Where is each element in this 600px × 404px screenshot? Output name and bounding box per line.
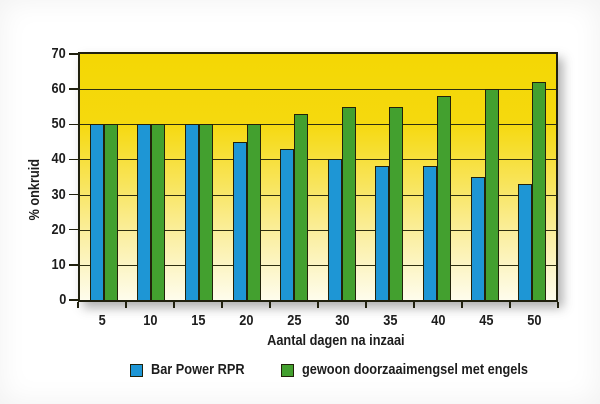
y-tick-label-30: 30 (51, 185, 66, 203)
bar-series1-day15 (198, 124, 213, 300)
y-axis-title-text: % onkruid (26, 159, 43, 221)
bar-series1-day45 (484, 89, 499, 300)
bar-group-10 (128, 54, 176, 300)
x-tick-0 (77, 302, 79, 308)
x-tick-8 (461, 302, 463, 308)
gridline-20 (80, 229, 556, 231)
gridline-40 (80, 159, 556, 161)
y-tick-0 (69, 299, 78, 301)
bar-series0-day30 (327, 159, 342, 300)
bar-series1-day35 (389, 106, 404, 300)
bar-series1-day5 (103, 124, 118, 300)
x-tick-label-20: 20 (238, 312, 254, 329)
bar-series0-day25 (280, 148, 295, 300)
bar-series0-day40 (422, 166, 437, 300)
x-axis-title-text: Aantal dagen na inzaai (267, 332, 405, 349)
y-tick-60 (69, 88, 78, 90)
gridline-10 (80, 264, 556, 266)
x-tick-label-25: 25 (286, 312, 302, 329)
y-tick-label-40: 40 (51, 150, 66, 168)
legend-swatch-blue (130, 363, 143, 377)
y-tick-30 (69, 193, 78, 196)
gridline-30 (80, 194, 556, 196)
gridline-50 (80, 124, 556, 126)
legend-swatch-green (281, 363, 294, 377)
x-tick-label-45: 45 (478, 312, 494, 329)
y-tick-label-60: 60 (51, 80, 66, 98)
y-tick-20 (69, 228, 78, 231)
bar-series1-day10 (151, 124, 166, 300)
bar-series1-day40 (436, 96, 451, 300)
bar-group-45 (461, 54, 509, 300)
x-axis-title: Aantal dagen na inzaai (96, 332, 576, 350)
bar-series0-day50 (518, 184, 533, 300)
bar-series0-day10 (137, 124, 152, 300)
legend-item-bar-power-rpr: Bar Power RPR (130, 362, 261, 378)
legend-label-gewoon-doorzaaimengsel: gewoon doorzaaimengsel met engels (302, 361, 529, 378)
y-axis-title: % onkruid (25, 115, 45, 265)
x-tick-label-30: 30 (334, 312, 350, 329)
legend-label-bar-power-rpr: Bar Power RPR (151, 361, 245, 378)
y-tick-label-50: 50 (51, 115, 66, 133)
bar-series0-day20 (232, 141, 247, 300)
legend-item-gewoon-doorzaaimengsel: gewoon doorzaaimengsel met engels (281, 362, 568, 378)
bar-series1-day20 (246, 124, 261, 300)
bar-series0-day35 (375, 166, 390, 300)
x-tick-label-40: 40 (430, 312, 446, 329)
y-tick-70 (69, 53, 78, 55)
bar-series1-day30 (341, 106, 356, 300)
bar-groups (80, 54, 556, 300)
x-tick-5 (317, 302, 319, 308)
bar-group-35 (366, 54, 414, 300)
plot-area (78, 52, 558, 302)
y-tick-label-0: 0 (58, 291, 66, 308)
x-tick-label-15: 15 (190, 312, 206, 329)
bar-series1-day25 (294, 113, 309, 300)
x-tick-label-5: 5 (98, 312, 106, 329)
x-tick-label-50: 50 (526, 312, 542, 329)
x-tick-label-35: 35 (382, 312, 398, 329)
y-tick-10 (69, 264, 78, 266)
y-tick-40 (69, 158, 78, 161)
x-tick-label-10: 10 (142, 312, 158, 329)
bar-group-25 (270, 54, 318, 300)
bar-series0-day45 (470, 177, 485, 300)
gridline-60 (80, 89, 556, 91)
bar-group-5 (80, 54, 128, 300)
y-tick-label-10: 10 (51, 255, 66, 273)
x-tick-2 (173, 302, 175, 308)
bar-group-50 (508, 54, 556, 300)
bar-group-15 (175, 54, 223, 300)
bar-series1-day50 (532, 82, 547, 300)
bar-series0-day15 (184, 124, 199, 300)
x-tick-1 (125, 302, 127, 308)
bar-group-30 (318, 54, 366, 300)
y-tick-50 (69, 123, 78, 126)
bar-series0-day5 (89, 124, 104, 300)
y-tick-label-20: 20 (51, 220, 66, 238)
y-tick-label-70: 70 (51, 45, 66, 62)
x-tick-3 (221, 302, 223, 308)
bar-group-20 (223, 54, 271, 300)
x-tick-9 (509, 302, 511, 308)
x-tick-10 (557, 302, 559, 308)
bar-group-40 (413, 54, 461, 300)
x-tick-6 (365, 302, 367, 308)
x-tick-4 (269, 302, 271, 308)
x-tick-7 (413, 302, 415, 308)
